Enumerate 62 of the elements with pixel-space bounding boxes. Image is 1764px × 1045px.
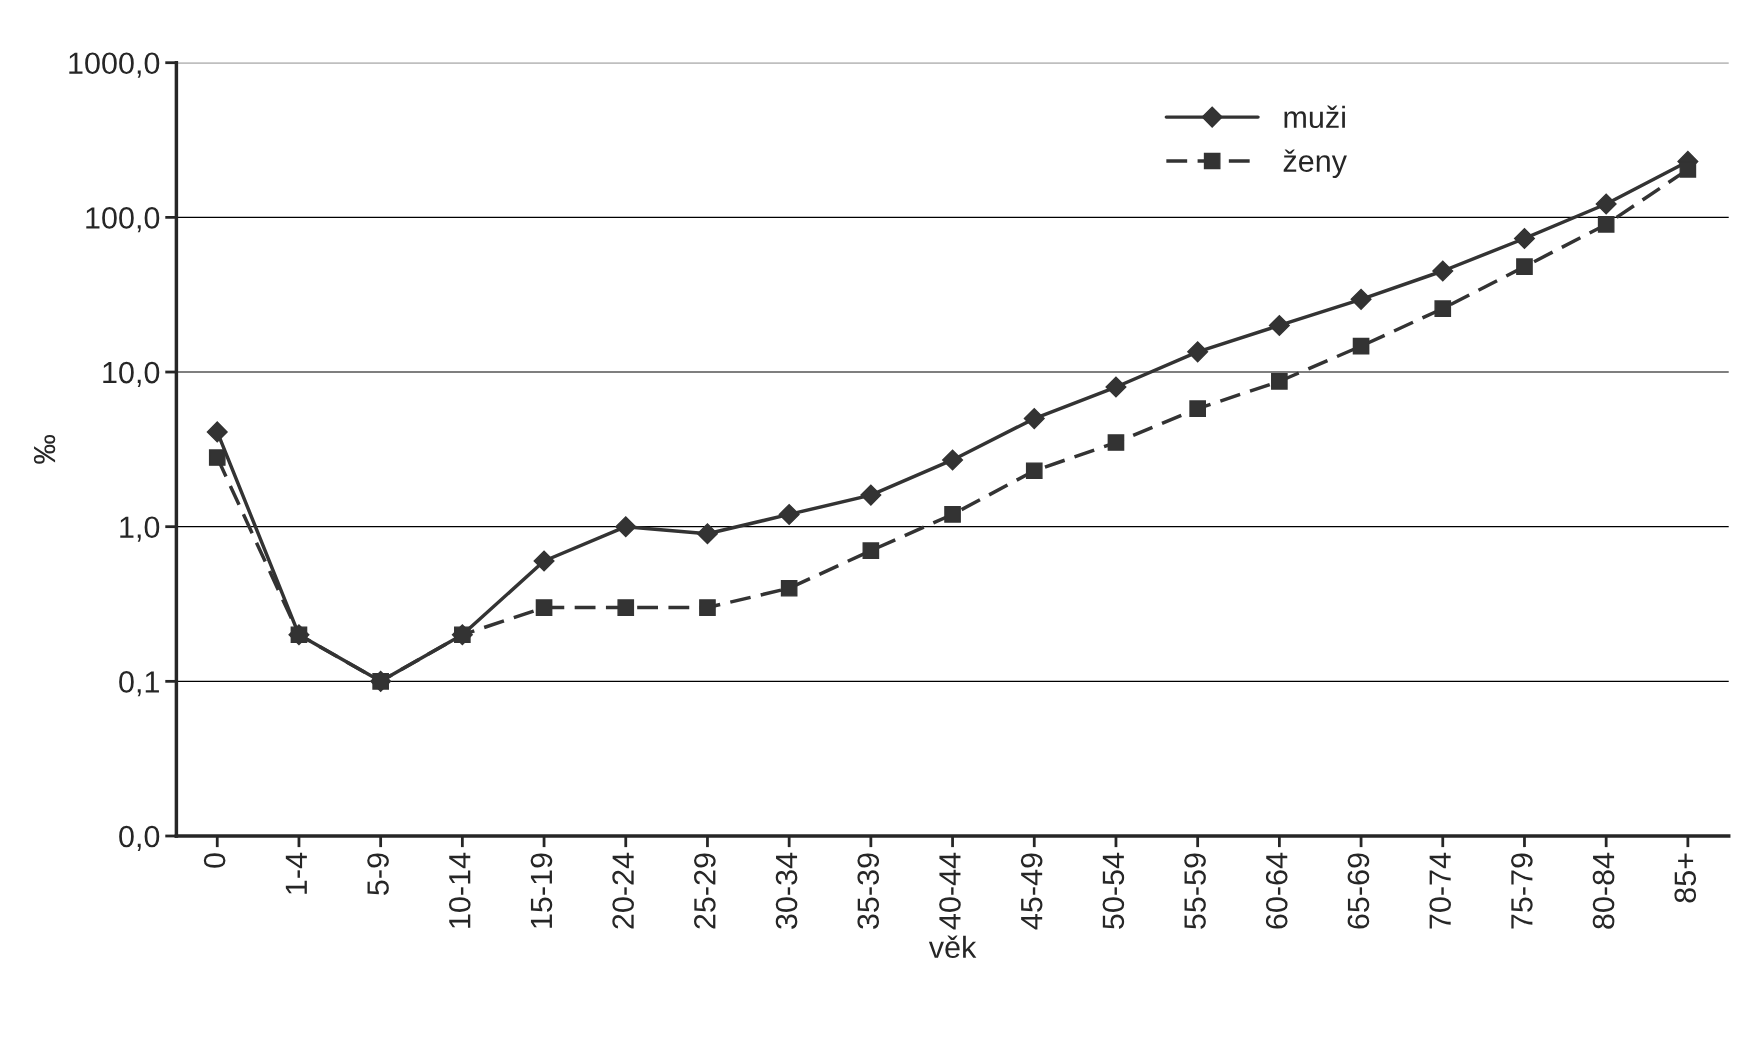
y-tick-label: 10,0 — [103, 361, 160, 387]
point — [1107, 434, 1125, 451]
y-tick-label: 1,0 — [120, 516, 160, 542]
legend-label: ženy — [1283, 149, 1347, 179]
x-tick-label: 70-74 — [1429, 852, 1451, 929]
point — [615, 516, 637, 538]
point — [454, 626, 471, 644]
x-tick-label: 60-64 — [1265, 852, 1288, 929]
point — [1189, 400, 1206, 417]
point — [1105, 376, 1127, 398]
point — [1513, 227, 1535, 250]
point — [208, 449, 226, 466]
point — [1432, 260, 1454, 282]
point — [1434, 300, 1452, 317]
y-tick-label: 0,0 — [119, 825, 160, 851]
x-tick-label: 75-79 — [1511, 853, 1533, 929]
x-tick-label: 10-14 — [448, 852, 471, 928]
y-axis-title: ‰ — [33, 434, 56, 464]
point — [1679, 161, 1697, 178]
legend-label: muži — [1284, 105, 1345, 129]
x-tick-label: 65-69 — [1347, 853, 1370, 929]
point — [1187, 341, 1209, 363]
x-tick-label: 45-49 — [1020, 853, 1043, 930]
point — [860, 484, 882, 506]
point — [1350, 288, 1372, 310]
point — [617, 599, 635, 616]
point — [696, 523, 718, 545]
y-tick-label: 1000,0 — [69, 52, 160, 78]
x-axis-title: věk — [928, 935, 977, 959]
point — [1268, 314, 1290, 336]
point — [778, 503, 800, 525]
y-tick-label: 0,1 — [119, 671, 159, 697]
x-tick-label: 80-84 — [1592, 852, 1615, 929]
point — [780, 579, 798, 597]
point — [535, 599, 553, 616]
x-tick-label: 25-29 — [694, 853, 716, 929]
point — [1352, 337, 1370, 355]
point — [1516, 258, 1533, 275]
point — [944, 506, 961, 523]
point — [1595, 193, 1617, 215]
point — [206, 421, 228, 443]
x-tick-label: 15-19 — [530, 853, 553, 928]
point — [942, 449, 964, 471]
x-tick-label: 5-9 — [367, 853, 389, 895]
x-tick-label: 0 — [203, 853, 226, 868]
x-tick-label: 55-59 — [1184, 853, 1206, 929]
point — [1023, 408, 1045, 430]
point — [533, 550, 555, 572]
point — [1271, 373, 1288, 390]
x-tick-label: 35-39 — [857, 853, 880, 929]
x-tick-label: 50-54 — [1102, 852, 1125, 929]
x-tick-label: 85+ — [1674, 853, 1697, 903]
point — [699, 599, 716, 616]
x-tick-label: 30-34 — [775, 852, 798, 929]
point — [1597, 216, 1615, 233]
point — [290, 626, 308, 644]
y-tick-label: 100,0 — [86, 207, 160, 233]
x-tick-label: 40-44 — [939, 852, 961, 930]
x-tick-label: 20-24 — [612, 852, 634, 929]
point — [1025, 462, 1043, 480]
point — [862, 542, 880, 559]
x-tick-label: 1-4 — [285, 852, 307, 894]
